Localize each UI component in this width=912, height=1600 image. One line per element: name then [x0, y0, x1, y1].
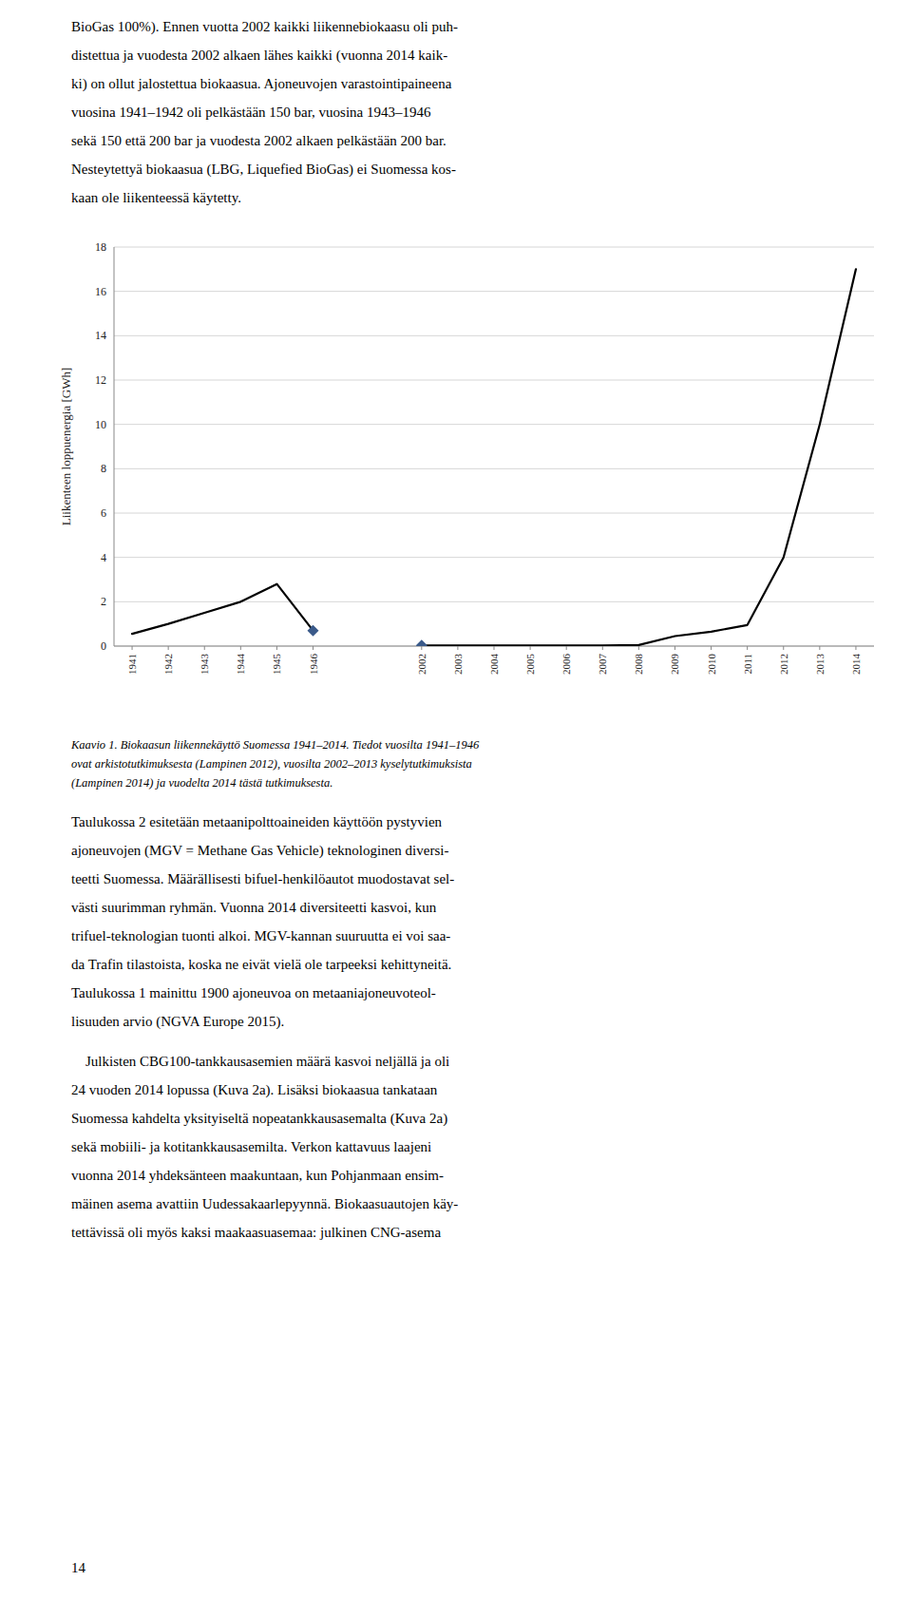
grid-line — [114, 247, 874, 248]
paragraph-line: sekä 150 että 200 bar ja vuodesta 2002 a… — [71, 131, 447, 151]
x-tick-label: 1946 — [307, 653, 320, 676]
x-tick-label: 2003 — [452, 653, 464, 676]
x-tick-label: 2004 — [488, 653, 500, 676]
caption-line: Kaavio 1. Biokaasun liikennekäyttö Suome… — [71, 736, 479, 754]
x-tick-label: 1941 — [126, 653, 138, 675]
paragraph-line: vuonna 2014 yhdeksänteen maakuntaan, kun… — [71, 1165, 444, 1185]
x-tick — [312, 646, 314, 650]
y-tick-label: 6 — [100, 506, 107, 520]
x-tick-label: 2009 — [668, 653, 681, 676]
paragraph-line: 24 vuoden 2014 lopussa (Kuva 2a). Lisäks… — [71, 1080, 437, 1100]
x-tick-label: 2012 — [778, 653, 790, 675]
caption-line: ovat arkistotutkimuksesta (Lampinen 2012… — [71, 755, 473, 773]
plot-area — [132, 268, 856, 646]
x-tick — [818, 646, 820, 650]
paragraph-line: da Trafin tilastoista, koska ne eivät vi… — [71, 954, 452, 974]
paragraph-line: distettua ja vuodesta 2002 alkaen lähes … — [71, 45, 448, 65]
grid-line — [114, 513, 874, 514]
grid-line — [114, 556, 874, 558]
y-tick-label: 14 — [95, 328, 107, 342]
paragraph-line: tettävissä oli myös kaksi maakaasuasemaa… — [71, 1222, 441, 1242]
data-marker — [416, 639, 428, 646]
paragraph-line: sekä mobiili- ja kotitankkausasemilta. V… — [71, 1137, 432, 1157]
paragraph-line: Suomessa kahdelta yksityiseltä nopeatank… — [71, 1108, 448, 1128]
x-tick-label: 2006 — [560, 653, 572, 676]
x-tick — [276, 646, 278, 650]
y-tick-label: 12 — [95, 373, 107, 387]
x-tick — [420, 646, 422, 650]
x-tick-label: 1942 — [162, 653, 174, 675]
paragraph-line: mäinen asema avattiin Uudessakaarlepyynn… — [71, 1194, 458, 1214]
data-marker — [307, 625, 320, 637]
paragraph-line: Nesteytettyä biokaasua (LBG, Liquefied B… — [71, 159, 456, 179]
paragraph-line: Julkisten CBG100-tankkausasemien määrä k… — [71, 1051, 450, 1071]
x-tick-label: 2010 — [705, 653, 718, 676]
y-axis-label: Liikenteen loppuenergia [GWh] — [58, 367, 74, 527]
paragraph-line: teetti Suomessa. Määrällisesti bifuel-he… — [71, 869, 455, 889]
grid-line — [114, 335, 874, 337]
paragraph-line: Taulukossa 2 esitetään metaanipolttoaine… — [71, 812, 442, 832]
x-tick — [782, 646, 784, 650]
x-tick — [710, 646, 712, 650]
x-tick-label: 2005 — [524, 653, 536, 676]
x-tick — [168, 646, 170, 650]
y-tick-label: 2 — [100, 594, 107, 608]
grid-line — [114, 380, 874, 381]
y-tick-label: 10 — [95, 418, 107, 432]
x-tick — [855, 646, 856, 650]
x-tick-label: 1945 — [270, 653, 283, 676]
y-tick-label: 4 — [100, 551, 107, 565]
x-tick-label: 2013 — [814, 653, 826, 676]
x-tick — [638, 646, 640, 650]
x-tick — [530, 646, 532, 650]
grid-line — [114, 423, 874, 425]
x-tick — [674, 646, 676, 650]
page: BioGas 100%). Ennen vuotta 2002 kaikki l… — [0, 0, 912, 1600]
y-tick-label: 16 — [95, 285, 107, 299]
x-tick — [602, 646, 604, 650]
x-tick-label: 2002 — [416, 653, 428, 675]
paragraph-line: BioGas 100%). Ennen vuotta 2002 kaikki l… — [71, 17, 458, 37]
paragraph-line: vuosina 1941–1942 oli pelkästään 150 bar… — [71, 102, 432, 122]
paragraph-line: Taulukossa 1 mainittu 1900 ajoneuvoa on … — [71, 983, 437, 1003]
paragraph-line: ajoneuvojen (MGV = Methane Gas Vehicle) … — [71, 840, 449, 860]
data-line — [132, 268, 856, 646]
paragraph-line: lisuuden arvio (NGVA Europe 2015). — [71, 1011, 285, 1031]
chart: 0 2 4 6 8 10 12 14 16 18 1941 1942 1943 1944 1945 1946 2… — [0, 228, 912, 722]
x-tick-label: 2007 — [596, 653, 608, 676]
x-tick — [566, 646, 568, 650]
x-tick-label: 2011 — [741, 653, 754, 675]
paragraph-line: ki) on ollut jalostettua biokaasua. Ajon… — [71, 74, 452, 94]
x-tick-label: 1943 — [198, 653, 210, 676]
y-tick-label: 0 — [100, 639, 107, 653]
x-tick — [494, 646, 495, 650]
grid-line — [114, 290, 874, 292]
x-tick — [204, 646, 206, 650]
x-tick — [240, 646, 242, 650]
y-tick-label: 8 — [100, 461, 107, 475]
caption-line: (Lampinen 2014) ja vuodelta 2014 tästä t… — [71, 774, 333, 792]
x-tick-label: 2014 — [850, 653, 862, 676]
x-tick-label: 2008 — [632, 653, 645, 676]
paragraph-line: trifuel-teknologian tuonti alkoi. MGV-ka… — [71, 926, 451, 946]
grid-line — [114, 468, 874, 470]
page-number: 14 — [71, 1558, 86, 1577]
paragraph-line: kaan ole liikenteessä käytetty. — [71, 188, 242, 208]
paragraph-line: västi suurimman ryhmän. Vuonna 2014 dive… — [71, 897, 437, 917]
x-tick — [746, 646, 748, 650]
x-tick — [132, 646, 133, 650]
y-axis — [114, 247, 115, 646]
y-tick-label: 18 — [95, 240, 107, 254]
x-tick-label: 1944 — [234, 653, 247, 676]
x-tick — [456, 646, 458, 650]
